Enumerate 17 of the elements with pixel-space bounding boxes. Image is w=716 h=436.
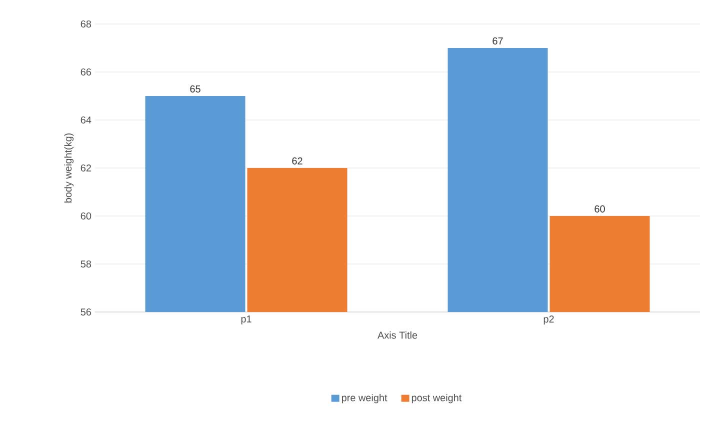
y-tick-label: 58 [80,260,92,268]
y-tick-label: 62 [80,164,91,172]
y-tick-label: 56 [80,308,92,316]
y-tick-label: 60 [80,212,92,220]
legend-label: post weight [412,394,462,404]
data-label: 60 [594,205,605,212]
y-tick-label: 68 [80,20,92,28]
data-label: 62 [292,157,302,164]
data-label: 67 [492,37,503,44]
x-axis-title: Axis Title [378,331,418,339]
x-tick-label: p2 [544,316,554,325]
y-tick-label: 64 [80,116,92,124]
x-tick-label: p1 [241,316,252,324]
data-label: 65 [190,85,200,92]
y-axis-title: body weight(kg) [64,133,74,203]
legend-label: pre weight [342,394,388,404]
y-tick-label: 66 [80,68,92,76]
